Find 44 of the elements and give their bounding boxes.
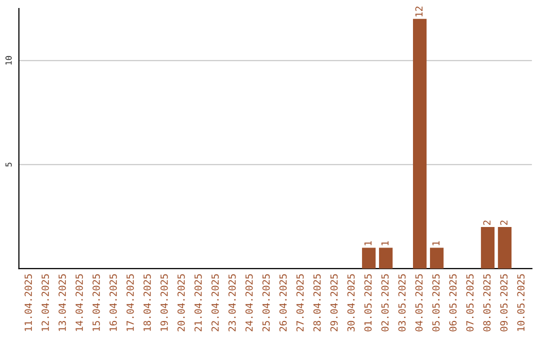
- x-tick-label: 02.05.2025: [381, 274, 389, 332]
- x-tick-label: 19.04.2025: [160, 274, 168, 331]
- y-tick-label: 5: [6, 162, 12, 166]
- bar: [480, 226, 495, 269]
- bar: [379, 248, 393, 269]
- data-label: 1: [381, 241, 389, 246]
- x-tick-label: 24.04.2025: [245, 274, 253, 332]
- x-tick-label: 10.05.2025: [517, 274, 525, 331]
- x-tick-label: 16.04.2025: [110, 274, 117, 331]
- x-tick-label: 22.04.2025: [211, 274, 219, 332]
- x-tick-label: 21.04.2025: [194, 274, 202, 332]
- y-tick-label: 10: [5, 56, 12, 65]
- x-tick-label: 04.05.2025: [415, 274, 423, 332]
- x-tick-label: 05.05.2025: [432, 274, 440, 332]
- x-tick-label: 23.04.2025: [228, 274, 236, 332]
- data-label: 2: [500, 220, 508, 225]
- x-tick-label: 07.05.2025: [466, 274, 474, 332]
- bar: [362, 248, 376, 269]
- data-label: 1: [364, 241, 372, 246]
- x-tick-label: 14.04.2025: [76, 274, 83, 331]
- x-tick-label: 27.04.2025: [296, 274, 304, 332]
- data-label: 2: [483, 220, 490, 225]
- x-tick-label: 08.05.2025: [483, 274, 491, 332]
- x-tick-label: 12.04.2025: [42, 274, 49, 331]
- x-tick-label: 20.04.2025: [177, 274, 185, 332]
- x-tick-label: 25.04.2025: [262, 274, 270, 332]
- x-tick-label: 01.05.2025: [364, 274, 372, 332]
- x-tick-label: 11.04.2025: [24, 274, 32, 331]
- x-tick-label: 26.04.2025: [279, 274, 287, 332]
- x-tick-label: 29.04.2025: [330, 274, 338, 332]
- x-tick-label: 17.04.2025: [126, 274, 134, 331]
- x-tick-label: 30.04.2025: [347, 274, 355, 332]
- x-tick-label: 09.05.2025: [500, 274, 508, 332]
- x-tick-label: 18.04.2025: [143, 274, 151, 331]
- data-label: 1: [432, 241, 440, 246]
- x-tick-label: 03.05.2025: [398, 274, 406, 332]
- bar: [430, 248, 444, 269]
- bar: [412, 18, 427, 269]
- x-tick-label: 13.04.2025: [58, 274, 66, 331]
- x-tick-label: 15.04.2025: [92, 274, 100, 331]
- x-tick-label: 06.05.2025: [449, 274, 457, 332]
- bar: [498, 226, 512, 269]
- data-label: 12: [415, 6, 422, 16]
- x-tick-label: 28.04.2025: [313, 274, 321, 332]
